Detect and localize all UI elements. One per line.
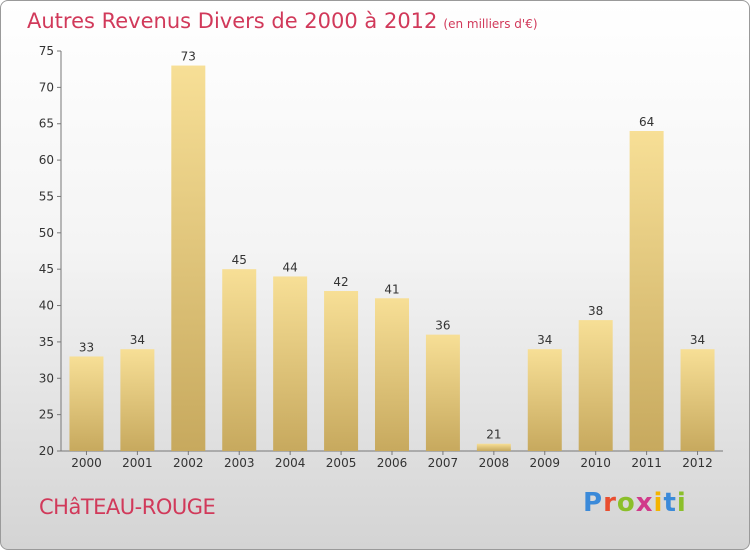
x-tick-label: 2004 bbox=[275, 456, 306, 470]
bar bbox=[120, 349, 155, 451]
x-tick-label: 2005 bbox=[326, 456, 357, 470]
bar-value-label: 34 bbox=[537, 333, 552, 347]
y-tick-label: 75 bbox=[39, 44, 54, 58]
y-tick-label: 70 bbox=[39, 80, 54, 94]
x-tick-label: 2010 bbox=[580, 456, 611, 470]
y-tick-label: 40 bbox=[39, 299, 54, 313]
y-tick-label: 35 bbox=[39, 335, 54, 349]
y-tick-label: 45 bbox=[39, 262, 54, 276]
x-tick-label: 2011 bbox=[631, 456, 662, 470]
x-tick-label: 2001 bbox=[122, 456, 153, 470]
bar bbox=[578, 320, 613, 451]
bar bbox=[375, 298, 409, 451]
bar bbox=[680, 349, 715, 451]
bar bbox=[527, 349, 562, 451]
y-tick-label: 30 bbox=[39, 371, 54, 385]
y-tick-label: 25 bbox=[39, 408, 54, 422]
x-tick-label: 2003 bbox=[224, 456, 255, 470]
logo-letter: x bbox=[635, 488, 654, 518]
bar-value-label: 21 bbox=[486, 428, 501, 442]
bar-value-label: 64 bbox=[639, 115, 654, 129]
bar bbox=[629, 131, 664, 451]
bar-value-label: 38 bbox=[588, 304, 603, 318]
bar-value-label: 45 bbox=[232, 253, 247, 267]
x-tick-label: 2002 bbox=[173, 456, 204, 470]
chart-unit: (en milliers d'€) bbox=[443, 17, 538, 31]
x-tick-label: 2007 bbox=[428, 456, 459, 470]
bar-value-label: 44 bbox=[283, 260, 298, 274]
logo-letter: r bbox=[603, 488, 617, 518]
chart-title: Autres Revenus Divers de 2000 à 2012 (en … bbox=[27, 9, 538, 33]
y-tick-label: 60 bbox=[39, 153, 54, 167]
x-tick-label: 2012 bbox=[682, 456, 713, 470]
logo-letter: t bbox=[663, 488, 677, 518]
logo-letter: P bbox=[583, 488, 604, 518]
bar-value-label: 41 bbox=[384, 282, 399, 296]
bar bbox=[171, 65, 206, 451]
commune-name: CHâTEAU-ROUGE bbox=[39, 495, 216, 519]
bar bbox=[324, 291, 359, 451]
x-tick-label: 2006 bbox=[377, 456, 408, 470]
y-tick-label: 65 bbox=[39, 117, 54, 131]
bar-value-label: 73 bbox=[181, 50, 196, 64]
chart-title-text: Autres Revenus Divers de 2000 à 2012 bbox=[27, 9, 438, 33]
x-tick-label: 2009 bbox=[529, 456, 560, 470]
bar-value-label: 34 bbox=[130, 333, 145, 347]
y-tick-label: 55 bbox=[39, 189, 54, 203]
bar-value-label: 34 bbox=[690, 333, 705, 347]
bar-value-label: 36 bbox=[435, 319, 450, 333]
bar bbox=[69, 356, 104, 451]
x-tick-label: 2008 bbox=[479, 456, 510, 470]
y-tick-label: 50 bbox=[39, 226, 54, 240]
logo-letter: i bbox=[676, 488, 687, 518]
x-tick-label: 2000 bbox=[71, 456, 102, 470]
bar bbox=[222, 269, 257, 451]
bar-value-label: 33 bbox=[79, 340, 94, 354]
proxiti-logo: Proxiti bbox=[583, 488, 687, 518]
bar bbox=[273, 276, 308, 451]
logo-letter: i bbox=[653, 488, 664, 518]
y-tick-label: 20 bbox=[39, 444, 54, 458]
bar-value-label: 42 bbox=[333, 275, 348, 289]
bar bbox=[476, 443, 511, 451]
logo-letter: o bbox=[616, 488, 636, 518]
bar bbox=[425, 334, 460, 451]
